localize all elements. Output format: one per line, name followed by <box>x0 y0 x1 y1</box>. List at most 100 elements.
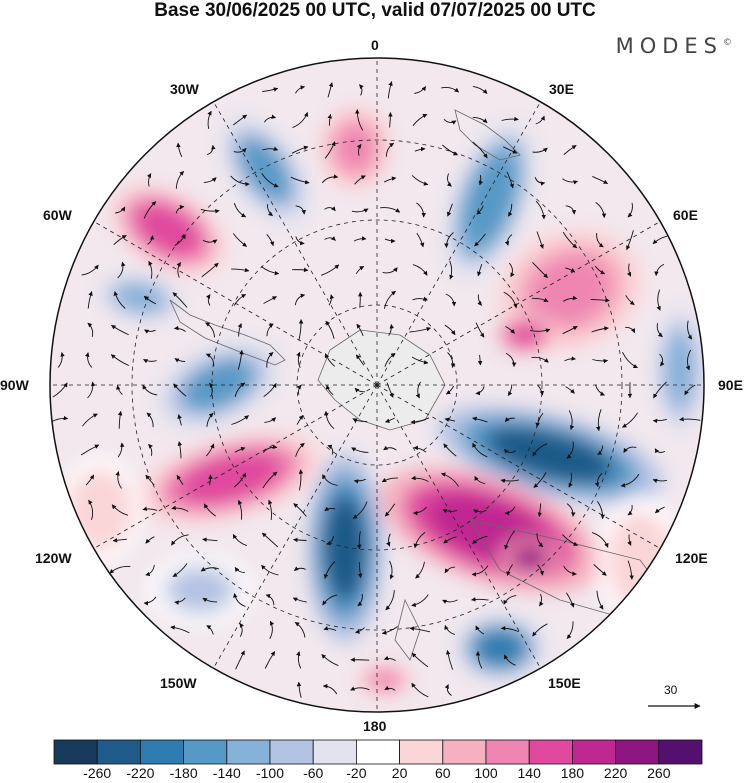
wind-arrow <box>415 381 421 399</box>
colorbar-segment <box>139 739 184 765</box>
wind-arrow <box>504 417 515 423</box>
wind-arrow <box>268 499 273 520</box>
wind-arrow <box>385 590 395 611</box>
wind-arrow <box>148 443 153 456</box>
wind-arrow <box>477 354 483 366</box>
wind-arrow <box>562 534 579 546</box>
wind-arrow <box>535 115 545 125</box>
wind-arrow <box>412 264 428 276</box>
wind-arrow <box>205 353 215 367</box>
wind-arrow <box>292 597 307 603</box>
wind-arrow <box>145 564 155 577</box>
wind-arrow <box>266 352 274 368</box>
wind-arrow <box>503 291 518 309</box>
wind-arrow <box>443 118 457 125</box>
wind-arrow <box>447 203 453 217</box>
wind-arrow <box>563 145 577 155</box>
wind-streamlines <box>52 81 701 698</box>
wind-arrow <box>175 204 185 214</box>
colorbar-segment <box>572 739 617 765</box>
wind-arrow <box>117 442 125 458</box>
wind-arrow <box>203 177 217 183</box>
colorbar-tick-label: -220 <box>126 765 155 781</box>
colorbar-tick-label: -260 <box>83 765 112 781</box>
wind-arrow <box>111 324 129 336</box>
wind-arrow <box>471 565 489 577</box>
lon-label-60e: 60E <box>673 207 698 223</box>
wind-arrow <box>539 593 544 607</box>
wind-arrow <box>206 294 211 306</box>
wind-arrow <box>234 567 245 574</box>
colorbar-tick-label: 260 <box>647 765 671 781</box>
wind-arrow <box>409 626 431 633</box>
wind-arrow <box>352 501 368 519</box>
wind-arrow <box>263 296 277 304</box>
wind-arrow <box>504 234 513 246</box>
wind-arrow <box>627 560 634 580</box>
wind-arrow <box>175 170 185 189</box>
wind-arrow <box>474 475 486 485</box>
africa-landmass <box>454 109 521 161</box>
anomaly-field <box>57 105 704 697</box>
wind-arrow <box>295 205 306 215</box>
antarctica-landmass <box>317 329 446 431</box>
map-border <box>49 57 705 713</box>
wind-arrow <box>384 352 396 367</box>
wind-arrow <box>322 474 338 486</box>
wind-arrow <box>200 567 220 572</box>
wind-arrow <box>475 651 483 669</box>
colorbar-segment <box>226 739 271 765</box>
lon-label-180: 180 <box>363 718 387 734</box>
wind-arrow <box>442 144 459 156</box>
wind-arrow <box>354 109 364 131</box>
wind-arrow <box>146 173 152 187</box>
wind-arrow <box>684 384 696 396</box>
colorbar-tick-label: 180 <box>560 765 585 781</box>
wind-arrow <box>504 506 516 516</box>
wind-arrow <box>446 173 452 187</box>
meridian-line <box>376 384 541 669</box>
wind-arrow <box>172 563 188 577</box>
wind-arrow <box>327 444 334 455</box>
wind-arrow <box>354 387 366 393</box>
wind-arrow <box>233 294 247 306</box>
wind-arrow <box>234 382 246 398</box>
wind-arrow <box>477 294 482 306</box>
wind-arrow <box>383 445 397 451</box>
wind-arrow <box>412 113 428 126</box>
anomaly-blob <box>507 323 543 347</box>
wind-arrow <box>52 415 69 422</box>
wind-arrow <box>321 654 339 667</box>
wind-arrow <box>208 474 213 486</box>
lon-label-30w: 30W <box>170 81 199 97</box>
wind-arrow <box>80 444 100 456</box>
meridian-line <box>213 384 378 669</box>
anomaly-blob <box>369 670 401 690</box>
wind-arrow <box>472 416 488 423</box>
wind-arrow <box>232 233 248 247</box>
wind-arrow <box>652 235 668 245</box>
wind-arrow <box>388 323 394 336</box>
wind-arrow <box>412 296 428 301</box>
wind-arrow <box>326 535 334 546</box>
wind-arrow <box>594 265 606 275</box>
wind-arrow <box>321 174 339 184</box>
wind-arrow <box>507 203 513 217</box>
wind-arrow <box>231 415 249 425</box>
wind-arrow <box>413 445 427 453</box>
wind-arrow <box>504 530 516 550</box>
colorbar-segment <box>312 739 357 765</box>
wind-arrow <box>177 414 182 426</box>
wind-arrow <box>471 597 489 602</box>
anomaly-blob <box>665 334 695 406</box>
wind-arrow <box>266 233 275 247</box>
wind-arrow <box>290 176 310 185</box>
wind-arrow <box>264 417 277 423</box>
anomaly-blob <box>170 569 230 611</box>
wind-arrow <box>52 382 68 398</box>
wind-arrow <box>142 384 158 396</box>
wind-arrow <box>623 446 637 453</box>
anomaly-blob <box>76 480 124 540</box>
colorbar-tick-label: 220 <box>603 765 628 781</box>
vector-scale-label: 30 <box>664 683 678 697</box>
